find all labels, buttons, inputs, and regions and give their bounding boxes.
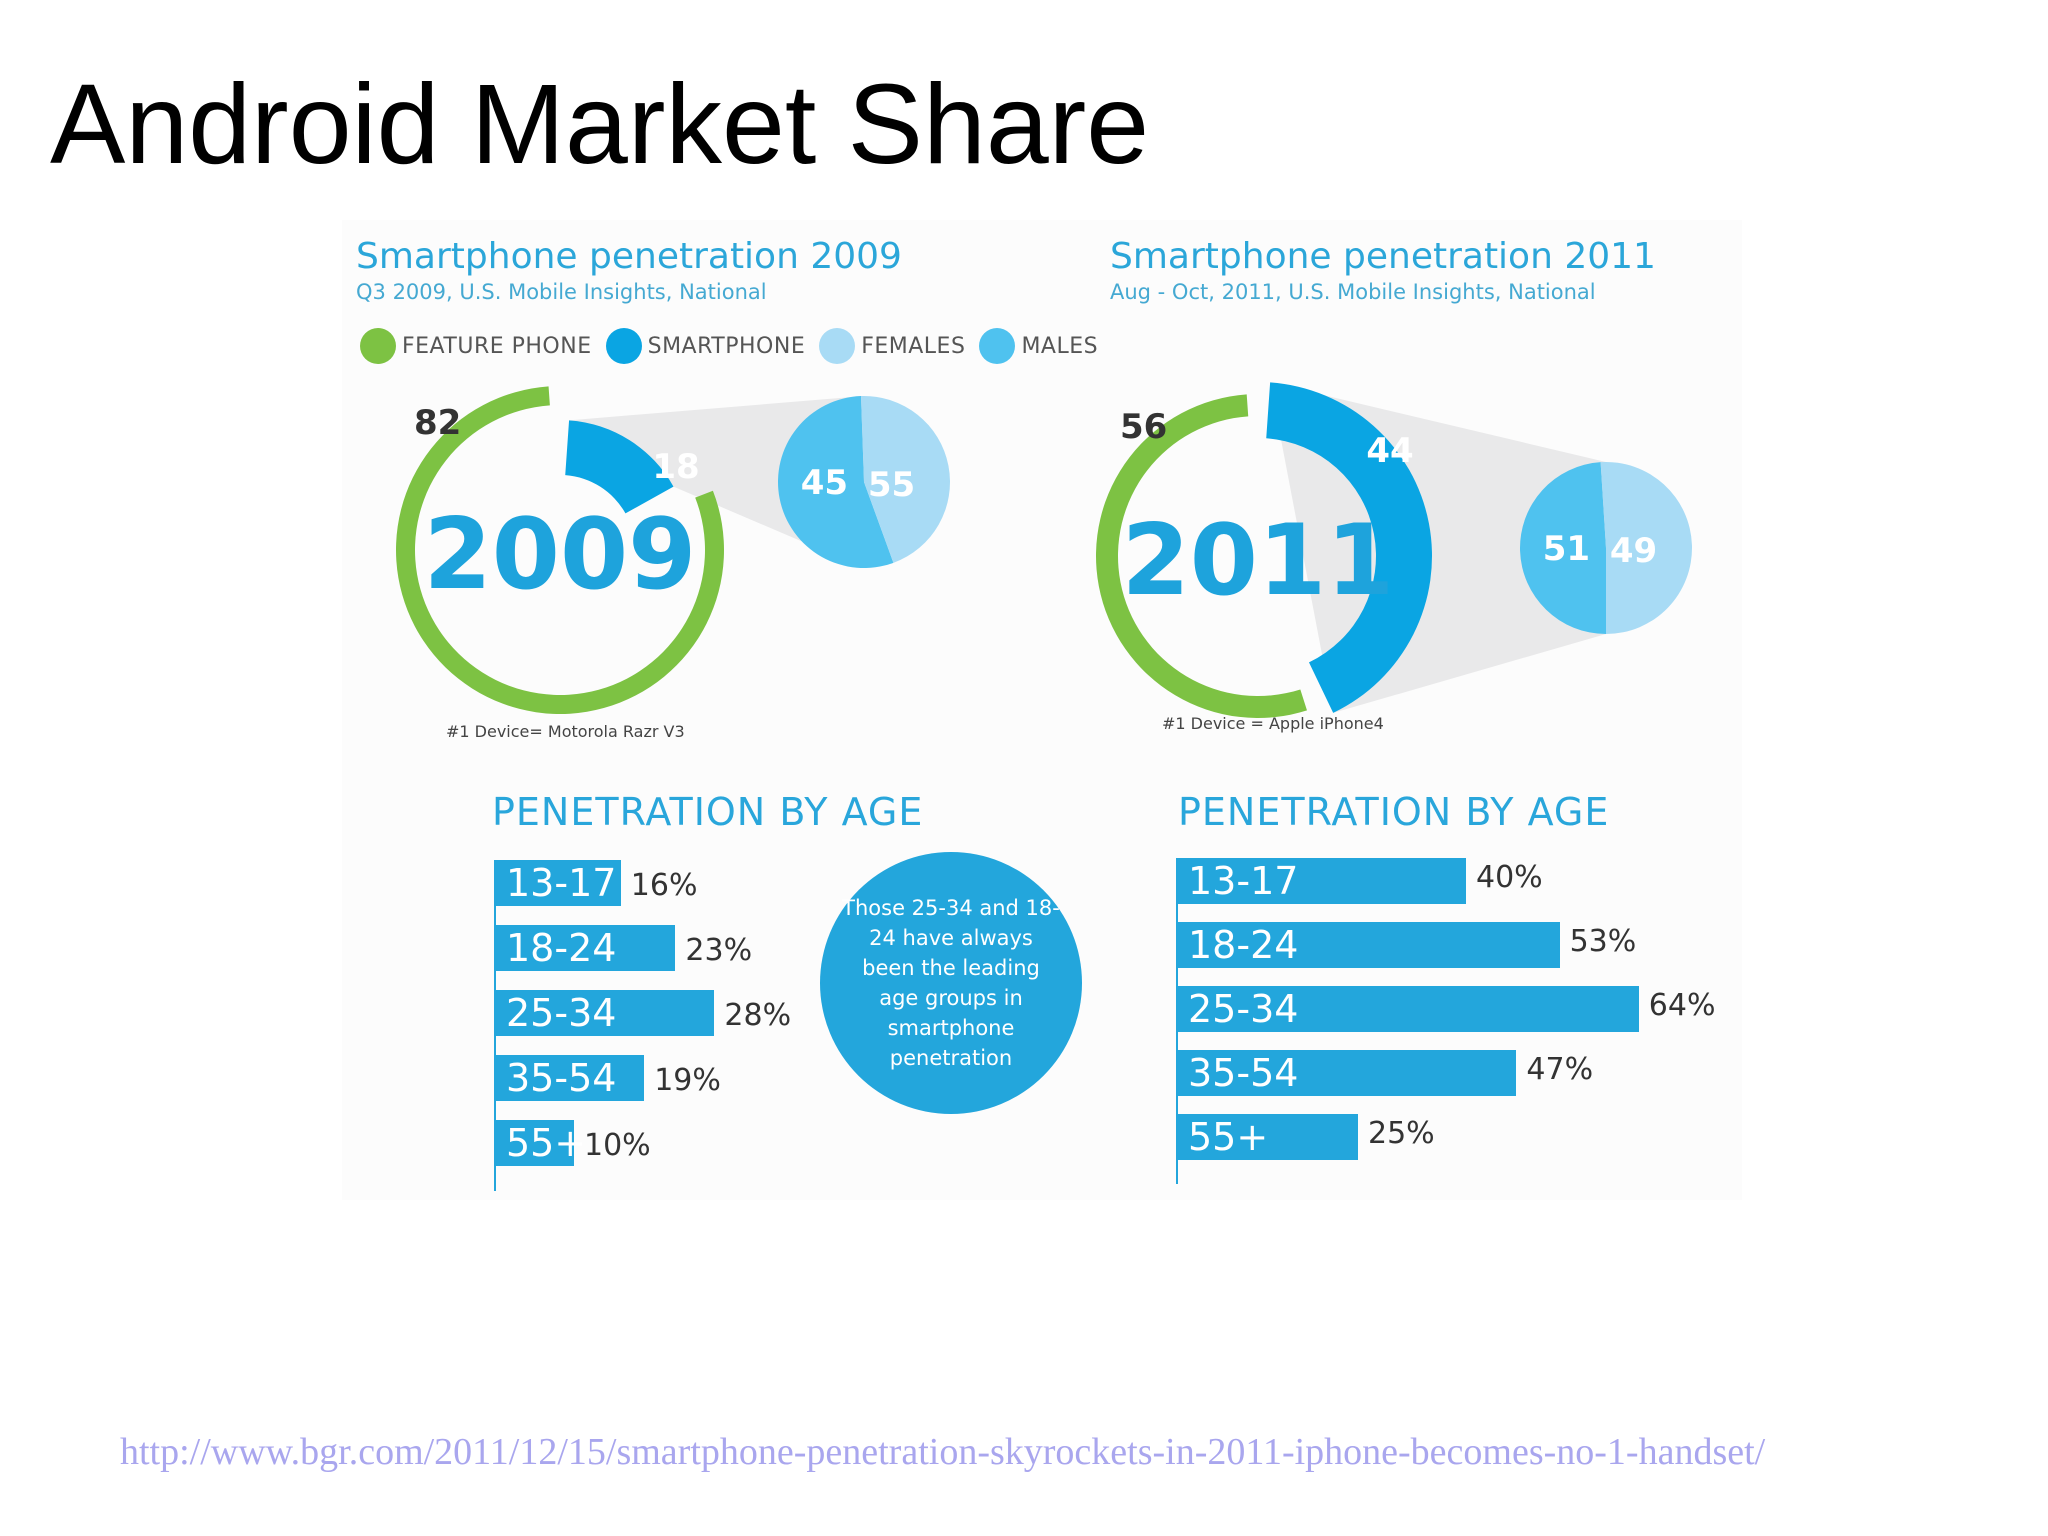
label-males-value: 49 (1610, 531, 1657, 571)
label-smartphone-value: 44 (1366, 431, 1413, 471)
chart-legend: FEATURE PHONE SMARTPHONE FEMALES MALES (360, 328, 1112, 364)
bar-18-24: 18-24 (1178, 922, 1560, 968)
bar-value-label: 53% (1569, 924, 1637, 959)
legend-swatch-females (819, 328, 856, 364)
legend-label: FEMALES (861, 333, 966, 359)
bar-value-label: 10% (584, 1128, 651, 1163)
bar-18-24: 18-24 (496, 925, 676, 971)
age-chart-title-2009: PENETRATION BY AGE (492, 790, 924, 834)
bar-value-label: 64% (1648, 988, 1716, 1023)
donut-chart-2011: 56 44 51 49 2011 (1096, 382, 1692, 718)
center-year-label: 2011 (1122, 504, 1395, 618)
label-females-value: 45 (801, 463, 848, 503)
legend-label: FEATURE PHONE (402, 333, 592, 359)
top-device-note-2009: #1 Device= Motorola Razr V3 (446, 722, 685, 741)
slice-females (860, 396, 950, 563)
bar-value-label: 28% (724, 998, 792, 1033)
bar-value-label: 25% (1368, 1116, 1435, 1151)
legend-swatch-smartphone (605, 328, 642, 364)
legend-item-males: MALES (979, 328, 1098, 364)
source-link[interactable]: http://www.bgr.com/2011/12/15/smartphone… (120, 1431, 1766, 1473)
bar-value-label: 40% (1476, 860, 1543, 895)
top-device-note-2011: #1 Device = Apple iPhone4 (1162, 714, 1384, 733)
legend-swatch-males (979, 328, 1016, 364)
slice-males (1520, 462, 1606, 634)
chart-subtitle-2009: Q3 2009, U.S. Mobile Insights, National (356, 280, 767, 304)
bar-axis-line (494, 860, 496, 1191)
chart-title-2009: Smartphone penetration 2009 (356, 236, 902, 277)
slice-females (1600, 462, 1692, 634)
legend-label: SMARTPHONE (647, 333, 806, 359)
bar-value-label: 16% (630, 868, 698, 903)
bar-13-17: 13-17 (1178, 858, 1466, 904)
chart-subtitle-2011: Aug - Oct, 2011, U.S. Mobile Insights, N… (1110, 280, 1596, 304)
slide-title: Android Market Share (50, 61, 1150, 187)
bar-value-label: 19% (654, 1063, 721, 1098)
bar-35-54: 35-54 (1178, 1050, 1517, 1096)
chart-title-2011: Smartphone penetration 2011 (1110, 236, 1656, 277)
slice-smartphone (565, 420, 674, 514)
bar-55+: 55+ (1178, 1114, 1358, 1160)
bar-55+: 55+ (496, 1120, 586, 1166)
legend-item-females: FEMALES (819, 328, 965, 364)
slice-males (778, 396, 894, 568)
label-feature-phone-value: 82 (414, 403, 461, 443)
age-callout-bubble: Those 25-34 and 18-24 have always been t… (820, 852, 1082, 1114)
label-feature-phone-value: 56 (1120, 407, 1167, 447)
label-females-value: 51 (1543, 529, 1590, 569)
bar-25-34: 25-34 (496, 990, 715, 1036)
label-smartphone-value: 18 (652, 447, 699, 487)
bar-25-34: 25-34 (1178, 986, 1639, 1032)
legend-label: MALES (1021, 333, 1099, 359)
bar-35-54: 35-54 (496, 1055, 645, 1101)
legend-item-smartphone: SMARTPHONE (605, 328, 806, 364)
bar-value-label: 23% (685, 933, 753, 968)
label-males-value: 55 (868, 465, 915, 505)
age-chart-title-2011: PENETRATION BY AGE (1178, 790, 1610, 834)
bar-13-17: 13-17 (496, 860, 621, 906)
slice-smartphone (1266, 382, 1432, 713)
bar-axis-line (1176, 858, 1178, 1184)
legend-swatch-feature-phone (360, 328, 396, 364)
legend-item-feature-phone: FEATURE PHONE (360, 328, 592, 364)
center-year-label: 2009 (424, 498, 697, 612)
donut-chart-2009: 82 18 45 55 2009 (395, 386, 950, 714)
bar-value-label: 47% (1526, 1052, 1594, 1087)
